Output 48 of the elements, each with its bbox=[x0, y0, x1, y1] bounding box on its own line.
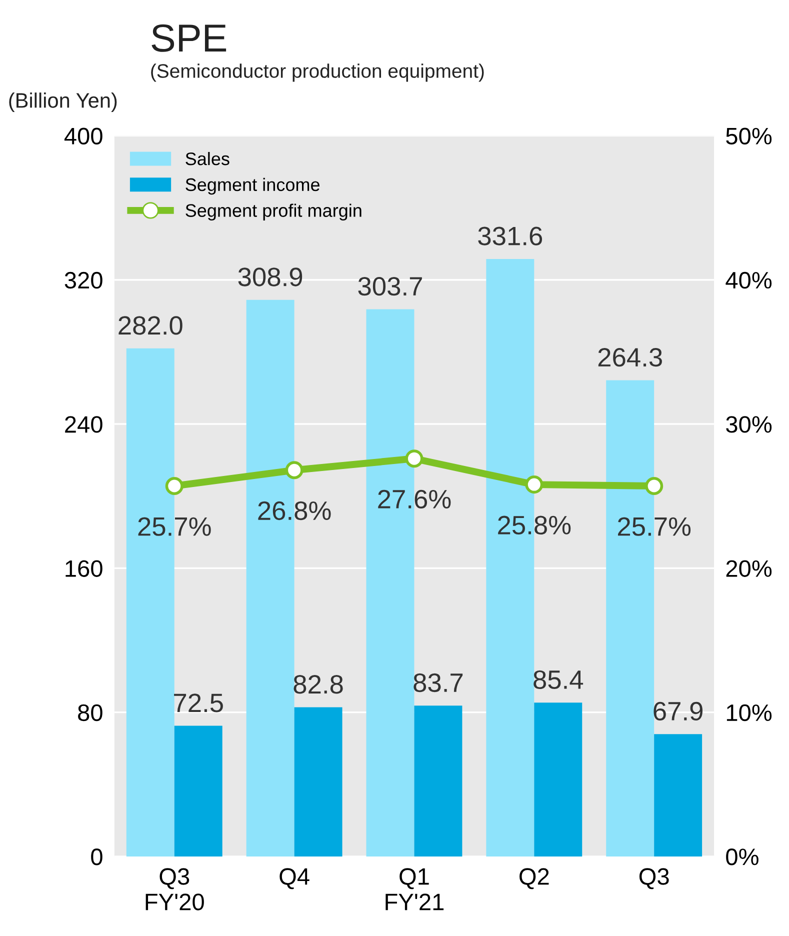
data-label: 25.7% bbox=[138, 517, 211, 536]
data-label: 72.5 bbox=[174, 694, 223, 712]
point bbox=[405, 450, 424, 468]
data-label: 85.4 bbox=[534, 670, 584, 690]
y-tick-label: 0 bbox=[91, 848, 102, 866]
bar bbox=[174, 726, 222, 856]
y2-tick-label: 30% bbox=[726, 416, 772, 433]
y-tick-label: 80 bbox=[78, 704, 102, 722]
data-label: 303.7 bbox=[358, 276, 422, 296]
data-label: 83.7 bbox=[414, 673, 463, 692]
y2-tick-label: 50% bbox=[726, 128, 772, 145]
y2-tick-label: 0% bbox=[726, 848, 758, 866]
legend-label: Sales bbox=[186, 152, 230, 166]
y2-tick-label: 10% bbox=[726, 704, 772, 722]
data-label: 264.3 bbox=[598, 348, 662, 367]
y-tick-label: 320 bbox=[64, 272, 102, 289]
x-tick-label: Q2 bbox=[520, 868, 549, 890]
bar bbox=[654, 734, 702, 856]
x-tick-label: Q4 bbox=[280, 868, 310, 890]
legend-label: Segment income bbox=[186, 178, 320, 195]
point bbox=[645, 476, 664, 496]
data-label: 82.8 bbox=[294, 675, 343, 694]
chart-title: SPE bbox=[152, 24, 226, 52]
chart-subtitle: (Semiconductor production equipment) bbox=[151, 64, 484, 82]
y2-tick-label: 20% bbox=[726, 560, 772, 577]
data-label: 25.8% bbox=[498, 516, 571, 534]
y-axis-title: (Billion Yen) bbox=[9, 92, 117, 112]
y2-tick-label: 40% bbox=[726, 272, 772, 289]
legend-label: Segment profit margin bbox=[186, 204, 362, 221]
bar bbox=[534, 702, 582, 856]
data-label: 67.9 bbox=[654, 702, 702, 721]
y-tick-label: 160 bbox=[66, 560, 102, 577]
x-tick-label: Q3 bbox=[639, 868, 669, 890]
x-tick-label: Q1 FY'21 bbox=[386, 868, 444, 910]
point bbox=[285, 461, 304, 480]
x-tick-label: Q3 FY'20 bbox=[146, 868, 204, 910]
point bbox=[525, 476, 544, 494]
data-label: 26.8% bbox=[258, 501, 331, 520]
y-tick-label: 400 bbox=[64, 128, 102, 145]
bar bbox=[414, 706, 462, 856]
data-label: 25.7% bbox=[618, 517, 691, 536]
data-label: 27.6% bbox=[378, 490, 451, 509]
data-label: 282.0 bbox=[118, 316, 182, 335]
point bbox=[165, 476, 184, 496]
bar bbox=[294, 707, 342, 856]
data-label: 331.6 bbox=[478, 226, 542, 246]
data-label: 308.9 bbox=[238, 268, 302, 286]
y-tick-label: 240 bbox=[65, 416, 102, 433]
